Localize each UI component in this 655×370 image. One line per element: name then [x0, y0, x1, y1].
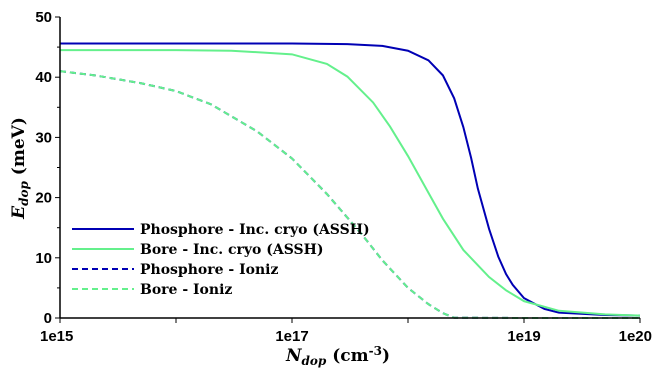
- series-line-3: [59, 70, 640, 319]
- x-axis-title: Ndop (cm-3): [285, 344, 390, 368]
- x-tick-label-2: 1e19: [507, 328, 540, 345]
- x-tick-label-1: 1e17: [275, 328, 308, 345]
- y-axis-title: Edop (meV): [9, 117, 31, 220]
- legend-label-3: Bore - Ioniz: [140, 282, 232, 298]
- plot-lines: [59, 42, 641, 319]
- y-axis-title-unit: (meV): [9, 117, 29, 181]
- x-axis-title-close: ): [382, 346, 390, 366]
- y-axis-title-sub: dop: [17, 181, 31, 206]
- legend-label-1: Bore - Inc. cryo (ASSH): [140, 242, 324, 258]
- x-axis-title-sup: -3: [369, 344, 382, 358]
- ticks: 0 10 20 30 40 50 1e15 1e17 1e19 1e20: [35, 9, 652, 345]
- y-tick-label-1: 10: [35, 250, 52, 267]
- legend-label-2: Phosphore - Ioniz: [140, 262, 278, 278]
- series-line-1: [60, 49, 641, 317]
- y-tick-label-2: 20: [35, 190, 52, 207]
- x-tick-label-0: 1e15: [40, 328, 73, 345]
- x-axis-title-unit: (cm: [326, 346, 368, 366]
- x-axis-title-main: N: [285, 346, 303, 366]
- y-tick-label-5: 50: [35, 9, 52, 26]
- y-axis-title-main: E: [9, 205, 29, 220]
- y-tick-label-0: 0: [44, 310, 52, 327]
- series-line-2: [59, 70, 640, 319]
- axis-titles: Ndop (cm-3) Edop (meV): [9, 117, 390, 368]
- legend-label-0: Phosphore - Inc. cryo (ASSH): [140, 222, 370, 238]
- legend: Phosphore - Inc. cryo (ASSH) Bore - Inc. …: [72, 222, 370, 298]
- y-tick-label-4: 40: [35, 69, 52, 86]
- y-tick-label-3: 30: [35, 129, 52, 146]
- x-axis-title-sub: dop: [302, 354, 327, 368]
- x-tick-label-3: 1e20: [619, 328, 652, 345]
